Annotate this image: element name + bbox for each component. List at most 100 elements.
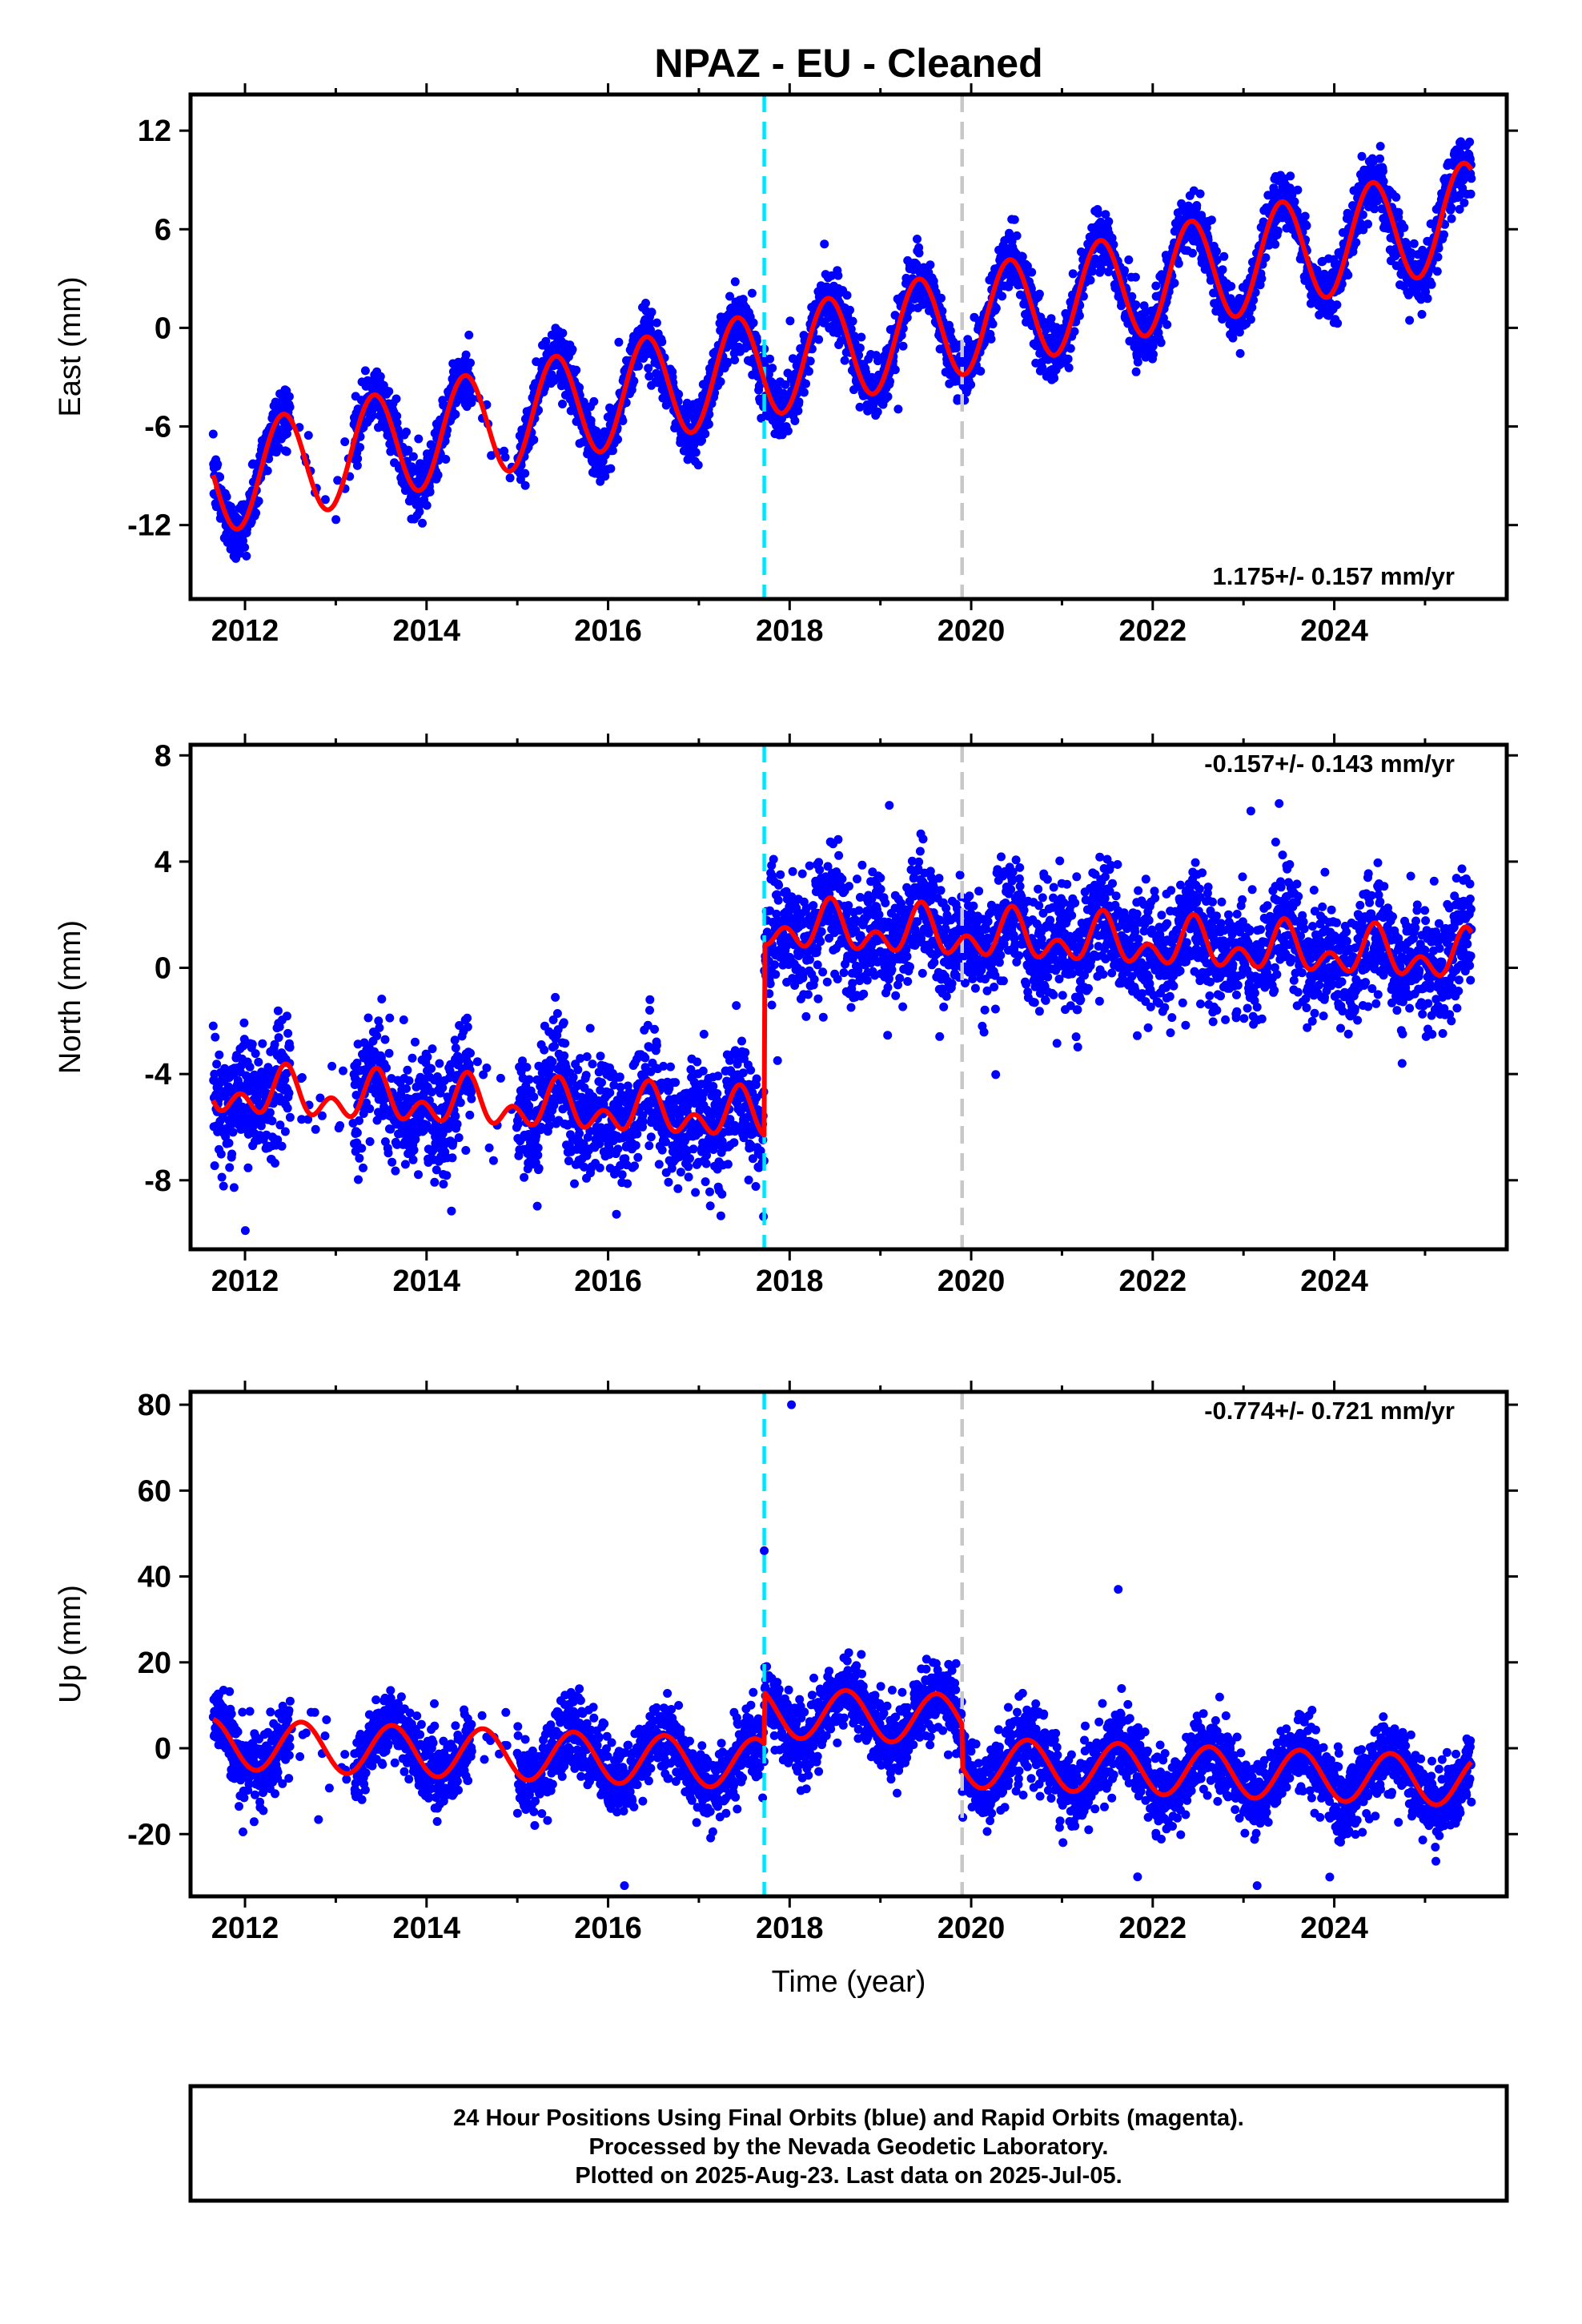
data-point <box>1333 319 1343 328</box>
data-point <box>228 1128 238 1137</box>
data-point <box>1219 251 1229 261</box>
data-point <box>385 1013 395 1023</box>
data-point <box>399 1015 408 1024</box>
data-point <box>1432 267 1442 276</box>
data-point <box>284 1088 294 1098</box>
data-point <box>1046 314 1056 324</box>
data-point <box>365 1104 375 1113</box>
data-point <box>697 436 706 445</box>
data-point <box>857 332 866 342</box>
data-point <box>273 1006 283 1015</box>
data-point <box>284 392 294 401</box>
data-point <box>331 515 341 525</box>
data-point <box>439 1180 448 1189</box>
data-point <box>447 1206 456 1216</box>
data-point <box>211 1032 220 1042</box>
data-point <box>224 1138 234 1148</box>
data-point <box>283 1011 291 1021</box>
data-point <box>520 468 530 478</box>
data-point <box>1124 255 1134 264</box>
data-point <box>873 407 882 416</box>
east-y-axis-label: East (mm) <box>54 276 87 416</box>
data-point <box>730 356 740 364</box>
data-point <box>1300 211 1310 221</box>
data-point <box>1034 289 1044 299</box>
data-point <box>842 291 852 300</box>
data-point <box>1447 203 1456 212</box>
data-point <box>1460 198 1469 207</box>
data-point <box>352 1128 362 1137</box>
data-point <box>1343 271 1353 279</box>
data-point <box>283 429 291 439</box>
data-point <box>465 1110 475 1120</box>
data-point <box>705 409 714 419</box>
data-point <box>1257 274 1267 283</box>
data-point <box>657 337 667 347</box>
data-point <box>1246 315 1255 324</box>
data-point <box>1063 354 1073 364</box>
north-plot-area <box>208 745 1476 1249</box>
data-point <box>210 1161 219 1171</box>
data-point <box>1068 269 1078 279</box>
data-point <box>320 495 330 505</box>
east-rate-label: 1.175+/- 0.157 mm/yr <box>1213 562 1455 590</box>
data-point <box>1010 215 1019 224</box>
data-point <box>245 1062 255 1072</box>
data-point <box>274 443 283 452</box>
data-point <box>1273 227 1283 235</box>
data-point <box>783 426 793 436</box>
data-point <box>1286 171 1295 181</box>
data-point <box>541 336 551 346</box>
data-point <box>461 1146 471 1155</box>
data-point <box>377 995 387 1003</box>
x-tick-label: 2014 <box>393 614 461 648</box>
data-point <box>354 1175 363 1184</box>
data-point <box>408 452 418 461</box>
data-point <box>1235 348 1245 358</box>
data-point <box>572 365 581 375</box>
data-point <box>1375 142 1385 151</box>
data-point <box>1332 300 1342 310</box>
data-point <box>408 1155 418 1164</box>
data-point <box>402 1084 411 1093</box>
data-point <box>1174 259 1183 268</box>
data-point <box>451 409 460 419</box>
x-tick-label: 2022 <box>1119 614 1187 648</box>
data-point <box>820 239 829 249</box>
data-point <box>1433 252 1443 262</box>
data-point <box>1005 228 1014 238</box>
data-point <box>804 367 813 376</box>
data-point <box>913 235 921 243</box>
data-point <box>606 464 616 473</box>
east-panel: 2012 2014 2016 2018 2020 2022 2024-12-60612Eas… <box>54 83 1518 648</box>
x-tick-label: 2020 <box>938 614 1006 648</box>
data-point <box>467 1094 476 1104</box>
data-point <box>239 1018 249 1027</box>
data-point <box>1378 167 1387 176</box>
data-point <box>1050 373 1059 383</box>
data-point <box>1293 185 1303 195</box>
data-point <box>579 397 588 407</box>
data-point <box>467 394 476 403</box>
data-point <box>387 1157 397 1167</box>
data-point <box>254 497 263 506</box>
data-point <box>353 454 363 464</box>
data-point <box>375 1023 384 1032</box>
data-point <box>408 1053 417 1063</box>
data-point <box>1465 137 1475 147</box>
data-point <box>986 334 996 344</box>
data-point <box>966 380 976 389</box>
data-point <box>454 1133 464 1143</box>
data-point <box>805 356 815 366</box>
y-tick-label: 0 <box>155 312 171 345</box>
data-point <box>472 1057 482 1067</box>
data-point <box>422 501 432 510</box>
data-point <box>1466 189 1476 199</box>
data-point <box>1127 292 1137 301</box>
data-point <box>1207 215 1216 225</box>
data-point <box>840 356 849 365</box>
data-point <box>219 1181 228 1191</box>
data-point <box>1120 266 1129 275</box>
data-point <box>1427 279 1436 289</box>
